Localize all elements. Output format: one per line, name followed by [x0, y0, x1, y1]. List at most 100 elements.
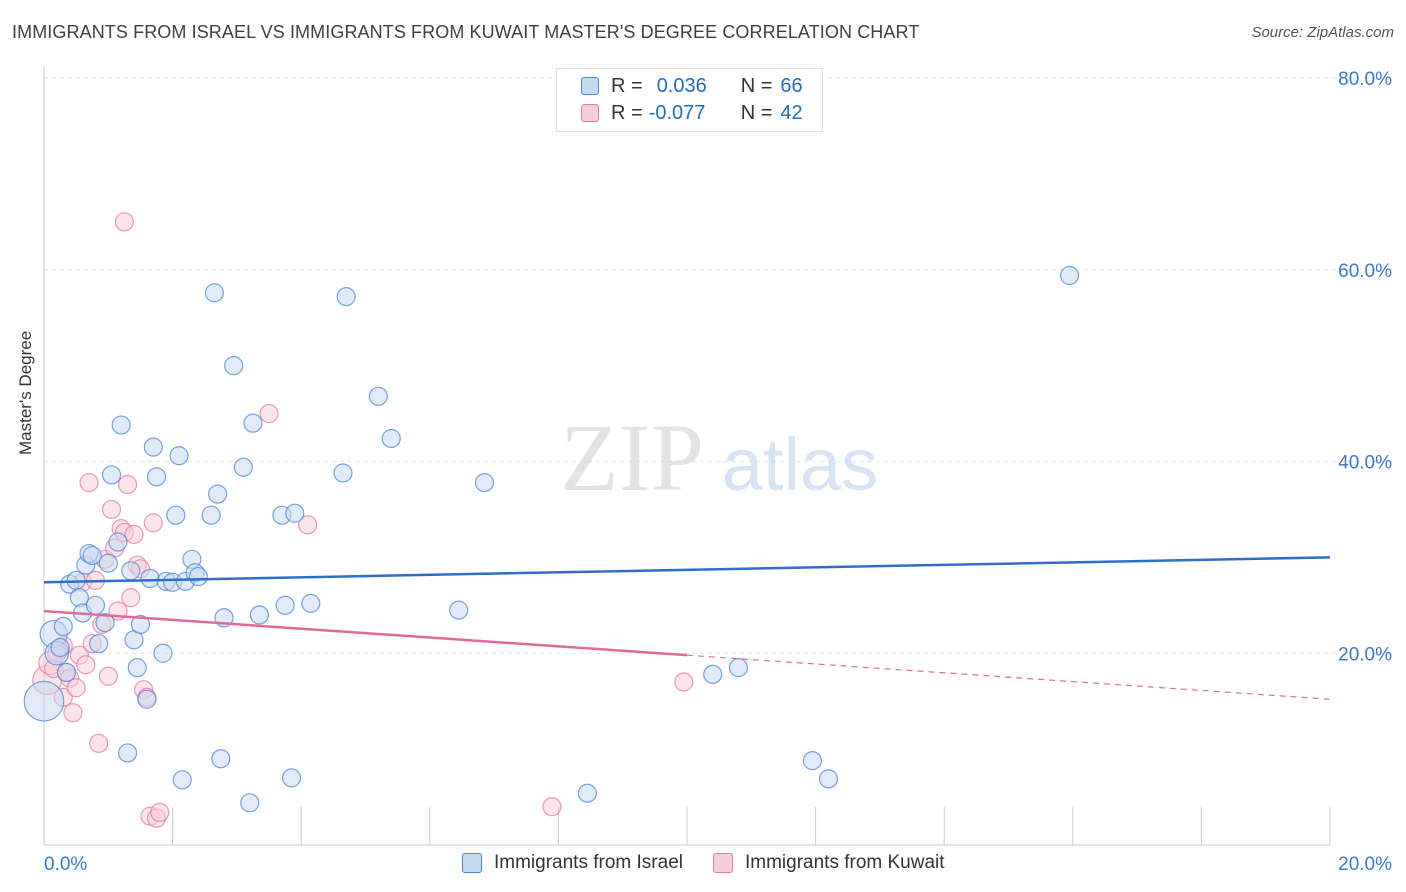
israel-point [474, 472, 495, 493]
kuwait-legend-label: Immigrants from Kuwait [744, 852, 945, 873]
kuwait-r-label: R = [611, 101, 643, 124]
israel-point [108, 532, 128, 552]
kuwait-n-label: N = [740, 101, 773, 124]
kuwait-points [32, 212, 694, 828]
kuwait-point [150, 802, 170, 823]
israel-point [333, 463, 353, 483]
israel-point [281, 768, 302, 788]
israel-point [130, 614, 151, 635]
kuwait-point [98, 666, 118, 686]
y-tick-label: 20.0% [1338, 644, 1392, 665]
israel-point [336, 286, 356, 307]
watermark-atlas: atlas [722, 423, 878, 506]
watermark: ZIP atlas [560, 404, 878, 511]
kuwait-n-value: 42 [780, 101, 803, 124]
israel-point [728, 658, 749, 678]
israel-point [143, 437, 163, 457]
israel-r-value: 0.036 [656, 74, 707, 97]
israel-point [111, 415, 131, 435]
kuwait-point [674, 672, 694, 692]
israel-point [818, 769, 839, 789]
israel-point [275, 595, 295, 615]
israel-point [243, 413, 263, 433]
kuwait-point [124, 524, 144, 544]
israel-point [23, 680, 65, 722]
israel-point [1059, 265, 1080, 286]
kuwait-r-value: -0.077 [648, 101, 706, 124]
israel-point [240, 793, 260, 813]
israel-point [381, 428, 401, 449]
israel-point [101, 465, 122, 485]
israel-legend-label: Immigrants from Israel [494, 852, 683, 873]
tick-labels: 20.0% 40.0% 60.0% 80.0% 0.0% 20.0% [44, 69, 1392, 875]
grid-lines [44, 77, 1392, 654]
israel-point [577, 783, 597, 803]
kuwait-legend-swatch [712, 853, 733, 873]
kuwait-point [542, 797, 562, 817]
israel-point [204, 283, 224, 303]
legend-row-israel: R = 0.036 N = 66 [581, 74, 803, 98]
watermark-zip: ZIP [560, 404, 704, 511]
kuwait-point [117, 474, 138, 495]
correlation-legend: R = 0.036 N = 66 R = -0.077 N = 42 [556, 68, 823, 132]
israel-point [285, 503, 305, 523]
israel-point [82, 545, 102, 566]
israel-point [153, 643, 173, 663]
y-axis-label: Master's Degree [16, 330, 35, 455]
trend-lines [43, 556, 1331, 700]
israel-point [233, 457, 253, 477]
israel-r-label: R = [611, 74, 643, 97]
israel-point [211, 749, 231, 769]
israel-point [137, 689, 157, 709]
israel-point [89, 634, 109, 654]
kuwait-point [114, 212, 134, 232]
kuwait-point [121, 588, 141, 608]
israel-point [95, 612, 115, 633]
israel-point [802, 751, 822, 771]
israel-point [169, 446, 189, 466]
israel-point [56, 662, 77, 683]
y-tick-label: 60.0% [1338, 261, 1392, 282]
kuwait-point [76, 655, 96, 675]
x-tick-label: 20.0% [1338, 854, 1392, 875]
israel-point [146, 467, 167, 487]
kuwait-swatch [581, 104, 599, 122]
israel-point [166, 505, 186, 525]
kuwait-point [89, 733, 109, 753]
kuwait-trend-extension [686, 654, 1331, 700]
israel-point [201, 505, 221, 525]
y-tick-label: 80.0% [1338, 69, 1392, 90]
series-legend: Immigrants from Israel Immigrants from K… [462, 852, 945, 874]
kuwait-point [66, 678, 86, 698]
chart-title: IMMIGRANTS FROM ISRAEL VS IMMIGRANTS FRO… [12, 22, 920, 42]
source-label: Source: ZipAtlas.com [1251, 24, 1394, 41]
israel-point [368, 386, 388, 406]
kuwait-point [101, 499, 122, 520]
israel-points [23, 265, 1080, 813]
israel-point [98, 553, 118, 573]
x-tick-label: 0.0% [44, 854, 87, 875]
israel-point [85, 595, 106, 615]
israel-trend-line [43, 556, 1331, 584]
kuwait-point [298, 515, 318, 535]
legend-row-kuwait: R = -0.077 N = 42 [581, 101, 803, 125]
israel-point [224, 356, 244, 376]
israel-point [172, 770, 192, 790]
kuwait-point [79, 472, 99, 493]
kuwait-point [259, 403, 279, 424]
kuwait-point [63, 703, 83, 723]
israel-legend-swatch [462, 853, 482, 873]
israel-point [301, 593, 321, 613]
israel-point [127, 658, 147, 678]
israel-point [249, 605, 270, 625]
israel-point [140, 568, 160, 589]
kuwait-point [143, 513, 163, 533]
israel-point [703, 664, 723, 684]
israel-point [188, 566, 208, 587]
y-tick-label: 40.0% [1338, 453, 1392, 474]
israel-point [208, 484, 228, 504]
kuwait-trend-line [43, 609, 688, 657]
israel-point [53, 616, 73, 637]
israel-swatch [581, 77, 599, 95]
